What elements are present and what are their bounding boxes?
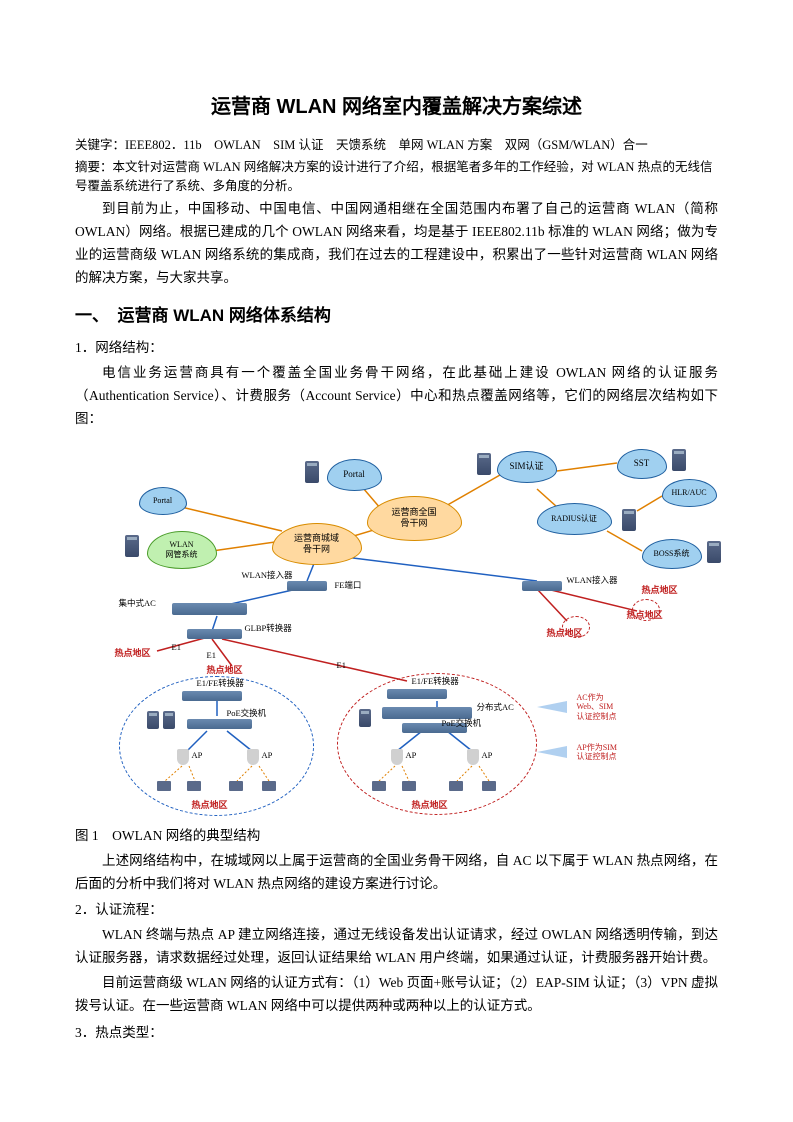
label-centralized-ac: 集中式AC [119,599,156,608]
glbp-device [187,629,242,639]
server-icon [672,449,686,471]
label-e1fe-2: E1/FE转换器 [412,677,459,686]
laptop-icon [229,781,243,791]
label-poe-1: PoE交换机 [227,709,267,718]
paragraph-1: 电信业务运营商具有一个覆盖全国业务骨干网络，在此基础上建设 OWLAN 网络的认… [75,362,718,431]
abstract-label: 摘要： [75,160,113,174]
ap-icon [177,749,189,765]
intro-paragraph: 到目前为止，中国移动、中国电信、中国网通相继在全国范围内布署了自己的运营商 WL… [75,198,718,290]
laptop-icon [372,781,386,791]
label-e1fe-1: E1/FE转换器 [197,679,244,688]
paragraph-4: 目前运营商级 WLAN 网络的认证方式有：（1）Web 页面+账号认证；（2）E… [75,972,718,1018]
paragraph-3: WLAN 终端与热点 AP 建立网络连接，通过无线设备发出认证请求，经过 OWL… [75,924,718,970]
server-icon [359,709,371,727]
hotspot-mini-circle [562,616,590,638]
laptop-icon [402,781,416,791]
laptop-icon [157,781,171,791]
arrow-icon [537,701,567,713]
hotspot-mini-circle [632,599,660,621]
label-hotspot-7: 热点地区 [412,801,448,811]
cloud-metro: 运营商城域骨干网 [272,523,362,565]
cloud-sst: SST [617,449,667,479]
subheading-3: 3．热点类型： [75,1022,718,1045]
label-hotspot-2: 热点地区 [207,666,243,676]
arrow-icon [537,746,567,758]
keywords-label: 关键字： [75,138,125,152]
cloud-hlr: HLR/AUC [662,479,717,507]
label-e1: E1 [172,643,181,652]
cloud-boss: BOSS系统 [642,539,702,569]
server-icon [163,711,175,729]
keywords-text: IEEE802．11b OWLAN SIM 认证 天馈系统 单网 WLAN 方案… [125,138,648,152]
network-diagram: Portal SIM认证 SST HLR/AUC RADIUS认证 BOSS系统… [75,441,718,821]
ap-icon [467,749,479,765]
centralized-ac-device [172,603,247,615]
label-hotspot-5: 热点地区 [642,586,678,596]
cloud-sim: SIM认证 [497,451,557,483]
server-icon [125,535,139,557]
keywords-line: 关键字：IEEE802．11b OWLAN SIM 认证 天馈系统 单网 WLA… [75,136,718,155]
page-title: 运营商 WLAN 网络室内覆盖解决方案综述 [75,90,718,124]
figure-caption: 图 1 OWLAN 网络的典型结构 [75,825,718,848]
server-icon [707,541,721,563]
label-e1-3: E1 [337,661,346,670]
paragraph-2: 上述网络结构中，在城域网以上属于运营商的全国业务骨干网络，自 AC 以下属于 W… [75,850,718,896]
server-icon [147,711,159,729]
heading-1: 一、 运营商 WLAN 网络体系结构 [75,302,718,331]
cloud-radius: RADIUS认证 [537,503,612,535]
laptop-icon [187,781,201,791]
label-ap-3: AP [406,751,417,760]
label-wlan-access-2: WLAN接入器 [567,576,618,585]
label-glbp: GLBP转换器 [245,624,292,633]
cloud-portal-2: Portal [139,487,187,515]
distributed-ac-device [382,707,472,719]
laptop-icon [482,781,496,791]
cloud-portal: Portal [327,459,382,491]
annotation-ap: AP作为SIM认证控制点 [577,743,617,762]
wlan-access-device-2 [522,581,562,591]
abstract-text: 本文针对运营商 WLAN 网络解决方案的设计进行了介绍，根据笔者多年的工作经验，… [75,160,713,193]
cloud-national: 运营商全国骨干网 [367,496,462,541]
server-icon [477,453,491,475]
e1fe-converter-2 [387,689,447,699]
poe-switch-1 [187,719,252,729]
server-icon [622,509,636,531]
label-poe-2: PoE交换机 [442,719,482,728]
laptop-icon [449,781,463,791]
ap-icon [247,749,259,765]
label-e1-2: E1 [207,651,216,660]
ap-icon [391,749,403,765]
annotation-ac: AC作为Web、SIM认证控制点 [577,693,617,722]
e1fe-converter-1 [182,691,242,701]
label-distributed-ac: 分布式AC [477,703,514,712]
label-ap-4: AP [482,751,493,760]
server-icon [305,461,319,483]
label-fe-port: FE端口 [335,581,362,590]
abstract-line: 摘要：本文针对运营商 WLAN 网络解决方案的设计进行了介绍，根据笔者多年的工作… [75,158,718,196]
laptop-icon [262,781,276,791]
wlan-access-device [287,581,327,591]
subheading-1: 1．网络结构： [75,337,718,360]
label-hotspot-1: 热点地区 [115,649,151,659]
label-ap-2: AP [262,751,273,760]
label-hotspot-6: 热点地区 [192,801,228,811]
label-ap-1: AP [192,751,203,760]
subheading-2: 2．认证流程： [75,899,718,922]
cloud-wlan-mgmt: WLAN网管系统 [147,531,217,569]
label-wlan-access: WLAN接入器 [242,571,293,580]
